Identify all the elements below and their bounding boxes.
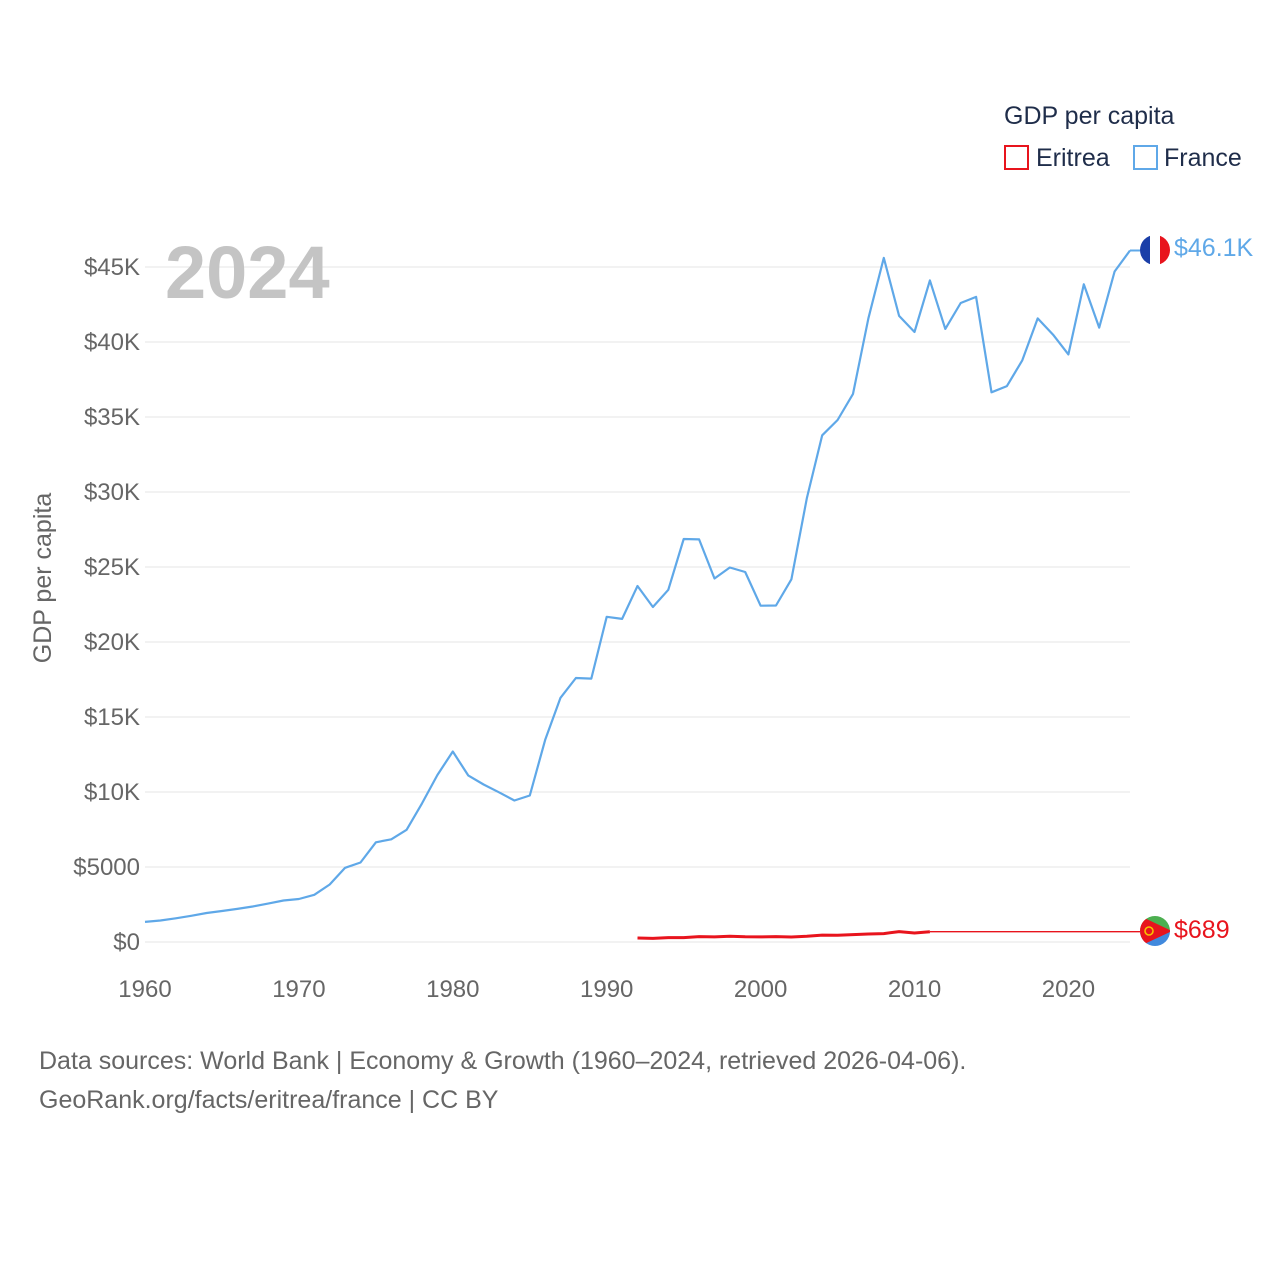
y-tick-label: $10K [84,779,140,806]
y-tick-label: $0 [113,929,140,956]
france-flag-icon [1140,235,1170,265]
legend-label-france[interactable]: France [1164,144,1242,172]
legend-swatch-eritrea[interactable] [1004,145,1029,170]
y-tick-label: $5000 [73,854,140,881]
x-tick-label: 2010 [888,976,941,1003]
series-line-eritrea[interactable] [637,930,931,940]
series-line-france[interactable] [144,249,1131,923]
year-watermark: 2024 [165,231,330,314]
eritrea-flag-icon [1140,916,1170,946]
data-sources-text: Data sources: World Bank | Economy & Gro… [39,1047,966,1075]
legend-label-eritrea[interactable]: Eritrea [1036,144,1110,172]
x-tick-label: 2000 [734,976,787,1003]
x-tick-label: 1990 [580,976,633,1003]
france-end-label: $46.1K [1174,234,1254,262]
gridlines [145,266,1130,943]
x-tick-label: 1980 [426,976,479,1003]
x-axis-ticks: 1960 1970 1980 1990 2000 2010 2020 [118,976,1095,1003]
y-tick-label: $25K [84,554,140,581]
y-tick-label: $45K [84,254,140,281]
legend-title: GDP per capita [1004,102,1175,130]
y-axis-title: GDP per capita [29,493,57,664]
x-tick-label: 2020 [1042,976,1095,1003]
eritrea-end-label: $689 [1174,916,1230,944]
y-tick-label: $30K [84,479,140,506]
y-tick-label: $35K [84,404,140,431]
legend: GDP per capita Eritrea France [1004,102,1242,172]
x-tick-label: 1960 [118,976,171,1003]
series-lines [144,249,1140,940]
legend-swatch-france[interactable] [1133,145,1158,170]
y-axis-ticks: $0 $5000 $10K $15K $20K $25K $30K $35K $40K $45K [73,254,140,956]
y-tick-label: $20K [84,629,140,656]
y-tick-label: $15K [84,704,140,731]
source-link-text[interactable]: GeoRank.org/facts/eritrea/france | CC BY [39,1086,499,1114]
x-tick-label: 1970 [272,976,325,1003]
y-tick-label: $40K [84,329,140,356]
